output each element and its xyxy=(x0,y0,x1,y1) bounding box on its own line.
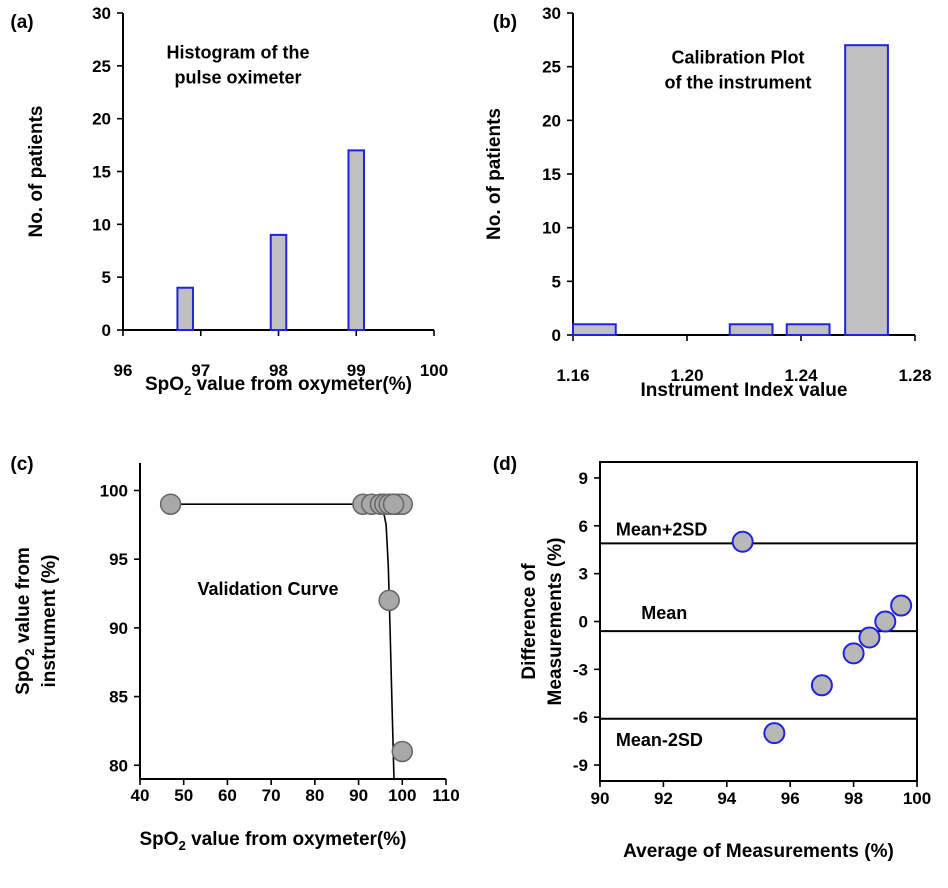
y-tick-label: 6 xyxy=(579,517,588,536)
y-tick-label: -6 xyxy=(573,708,588,727)
chart-title: Histogram of the pulse oximeter xyxy=(166,43,309,88)
x-axis-label: Instrument Index value xyxy=(641,380,848,401)
histogram-bar xyxy=(347,149,366,331)
panel-label: (b) xyxy=(493,12,517,33)
mean-minus-2sd-label: Mean-2SD xyxy=(616,730,703,750)
data-point xyxy=(391,740,414,763)
x-tick-label: 1.16 xyxy=(556,366,589,385)
x-tick-label: 80 xyxy=(305,786,324,805)
y-axis-label: No. of patients xyxy=(484,108,505,240)
x-tick-label: 50 xyxy=(174,786,193,805)
chart-title: Calibration Plot of the instrument xyxy=(665,48,812,93)
x-tick-label: 90 xyxy=(591,789,610,808)
x-tick-label: 70 xyxy=(262,786,281,805)
panel-label: (a) xyxy=(10,12,33,33)
x-tick-label: 92 xyxy=(654,789,673,808)
y-tick-label: 25 xyxy=(542,58,561,77)
y-tick-label: 20 xyxy=(542,111,561,130)
y-tick-label: 3 xyxy=(579,565,588,584)
panel-label: (c) xyxy=(10,454,33,475)
data-point xyxy=(731,530,754,553)
x-axis-label: SpO2​ value from oxymeter(%) xyxy=(145,374,412,398)
x-tick-label: 99 xyxy=(347,361,366,380)
histogram-bar xyxy=(269,233,288,331)
mean-plus-2sd-label: Mean+2SD xyxy=(616,519,708,539)
x-tick-label: 1.20 xyxy=(670,366,703,385)
y-tick-label: 85 xyxy=(109,688,128,707)
y-tick-label: 0 xyxy=(102,321,111,340)
y-tick-label: 15 xyxy=(92,163,111,182)
data-point xyxy=(378,589,400,612)
x-tick-label: 60 xyxy=(218,786,237,805)
y-tick-label: 0 xyxy=(579,613,588,632)
x-tick-label: 1.24 xyxy=(784,366,818,385)
x-tick-label: 1.28 xyxy=(898,366,931,385)
histogram-bar xyxy=(176,286,194,332)
x-tick-label: 110 xyxy=(432,786,459,805)
y-tick-label: 30 xyxy=(542,4,561,23)
data-point xyxy=(382,493,405,515)
y-tick-label: 5 xyxy=(552,272,561,291)
panel-c-validation-curve: 80 85 90 95 100 40 50 60 70 80 90 100 110 (c) Validati… xyxy=(10,454,459,853)
y-tick-label: 30 xyxy=(92,4,111,23)
calibration-bar xyxy=(728,323,774,336)
panel-b-calibration-plot: 0 5 10 15 20 25 30 1.16 1.20 1.24 1.28 (b) Calibrati… xyxy=(484,4,932,401)
fit-curve xyxy=(170,503,395,780)
x-tick-label: 100 xyxy=(903,789,931,808)
y-tick-label: 25 xyxy=(92,57,111,76)
x-tick-label: 96 xyxy=(781,789,800,808)
panel-label: (d) xyxy=(493,454,517,475)
mean-label: Mean xyxy=(641,603,687,623)
x-tick-label: 100 xyxy=(388,786,416,805)
calibration-bar xyxy=(844,44,889,336)
y-tick-label: 5 xyxy=(102,268,111,287)
y-tick-label: 9 xyxy=(579,469,588,488)
data-point xyxy=(874,610,897,633)
data-point xyxy=(810,674,833,697)
x-tick-label: 100 xyxy=(420,361,448,380)
y-tick-label: 10 xyxy=(92,215,111,234)
y-tick-label: 20 xyxy=(92,110,111,129)
x-tick-label: 90 xyxy=(349,786,368,805)
data-point xyxy=(842,642,865,665)
y-tick-label: 0 xyxy=(552,326,561,345)
y-tick-label: 80 xyxy=(109,756,128,775)
y-tick-label: 95 xyxy=(109,550,128,569)
y-tick-label: -3 xyxy=(573,660,588,679)
y-axis-label: Difference of Measurements (%) xyxy=(519,538,566,706)
x-tick-label: 94 xyxy=(717,789,736,808)
x-axis-label: SpO2​ value from oxymeter(%) xyxy=(140,829,407,853)
x-tick-label: 98 xyxy=(844,789,863,808)
data-point xyxy=(763,722,786,745)
data-point xyxy=(159,493,182,515)
chart-title: Validation Curve xyxy=(197,579,338,599)
y-tick-label: -9 xyxy=(573,756,588,775)
panel-a-histogram: 0 5 10 15 20 25 30 96 97 98 99 100 (a) Histogram of t… xyxy=(10,4,448,398)
y-tick-label: 100 xyxy=(100,481,128,500)
x-tick-label: 96 xyxy=(114,361,133,380)
x-axis-label: Average of Measurements (%) xyxy=(623,841,894,862)
y-tick-label: 15 xyxy=(542,165,561,184)
data-point xyxy=(890,594,913,617)
y-axis-label: No. of patients xyxy=(26,106,47,238)
x-tick-label: 40 xyxy=(131,786,150,805)
calibration-bar xyxy=(785,323,831,336)
x-tick-label: 97 xyxy=(191,361,210,380)
y-tick-label: 90 xyxy=(109,619,128,638)
y-tick-label: 10 xyxy=(542,219,561,238)
calibration-bar xyxy=(572,323,617,336)
panel-d-bland-altman: -9 -6 -3 0 3 6 9 90 92 94 96 98 100 Mean+2SD Mean Mean-… xyxy=(493,454,931,862)
x-tick-label: 98 xyxy=(269,361,288,380)
data-point xyxy=(858,626,881,649)
